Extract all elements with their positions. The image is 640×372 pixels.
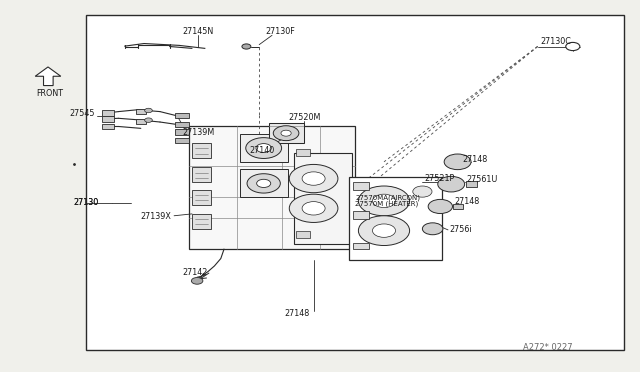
Circle shape — [289, 194, 338, 222]
Bar — [175, 122, 189, 127]
Bar — [192, 167, 211, 182]
Text: 27139X: 27139X — [141, 212, 172, 221]
Circle shape — [566, 42, 580, 51]
Text: 27142: 27142 — [182, 268, 208, 277]
Text: 27148: 27148 — [463, 155, 488, 164]
Circle shape — [438, 176, 465, 192]
Circle shape — [444, 154, 471, 170]
Bar — [240, 134, 288, 162]
Text: 27130: 27130 — [74, 198, 99, 207]
Text: 27139M: 27139M — [182, 128, 214, 137]
Circle shape — [422, 223, 443, 235]
Circle shape — [428, 199, 452, 214]
Circle shape — [289, 164, 338, 193]
Bar — [136, 119, 146, 124]
Text: 27130F: 27130F — [266, 27, 295, 36]
Bar — [453, 204, 463, 209]
Bar — [136, 109, 146, 114]
Circle shape — [302, 202, 325, 215]
Bar — [175, 138, 189, 143]
Bar — [102, 110, 114, 116]
Text: 27570MA(AIRCON): 27570MA(AIRCON) — [355, 195, 420, 201]
Bar — [353, 211, 369, 219]
Bar — [189, 126, 355, 249]
Circle shape — [302, 172, 325, 185]
Text: 27561U: 27561U — [466, 175, 497, 184]
Circle shape — [256, 144, 271, 153]
Circle shape — [372, 224, 396, 237]
Circle shape — [257, 179, 271, 187]
Bar — [294, 153, 352, 244]
Circle shape — [413, 186, 432, 197]
Text: 27545: 27545 — [69, 109, 95, 118]
Circle shape — [273, 126, 299, 141]
Bar — [349, 177, 442, 260]
Circle shape — [242, 44, 251, 49]
Circle shape — [281, 130, 291, 136]
Polygon shape — [35, 67, 61, 86]
Circle shape — [191, 278, 203, 284]
Text: 2756i: 2756i — [449, 225, 472, 234]
Bar — [240, 169, 288, 197]
Bar — [175, 113, 189, 118]
Text: 27130C: 27130C — [541, 37, 572, 46]
Bar — [353, 182, 369, 190]
Bar — [102, 116, 114, 122]
Text: 27570M (HEATER): 27570M (HEATER) — [355, 201, 419, 207]
Circle shape — [145, 108, 152, 113]
Bar — [192, 214, 211, 229]
Text: 27520M: 27520M — [288, 113, 321, 122]
Text: 27130: 27130 — [74, 198, 99, 207]
Text: 27521P: 27521P — [424, 174, 454, 183]
Circle shape — [246, 138, 282, 158]
Circle shape — [372, 194, 396, 208]
Bar — [466, 181, 477, 187]
Bar — [86, 15, 624, 350]
Circle shape — [358, 186, 410, 216]
Circle shape — [145, 118, 152, 122]
Text: 27148: 27148 — [285, 309, 310, 318]
Bar — [192, 190, 211, 205]
Bar — [175, 129, 189, 135]
Bar — [102, 124, 114, 129]
Bar — [353, 243, 369, 249]
Bar — [296, 149, 310, 156]
Text: 27140: 27140 — [250, 146, 275, 155]
Text: FRONT: FRONT — [36, 89, 63, 98]
Circle shape — [358, 216, 410, 246]
Bar — [296, 231, 310, 238]
Text: 27145N: 27145N — [182, 27, 214, 36]
Text: 27148: 27148 — [454, 197, 479, 206]
Bar — [192, 143, 211, 158]
Text: A272* 0227: A272* 0227 — [523, 343, 573, 352]
Circle shape — [247, 174, 280, 193]
Bar — [269, 123, 304, 143]
